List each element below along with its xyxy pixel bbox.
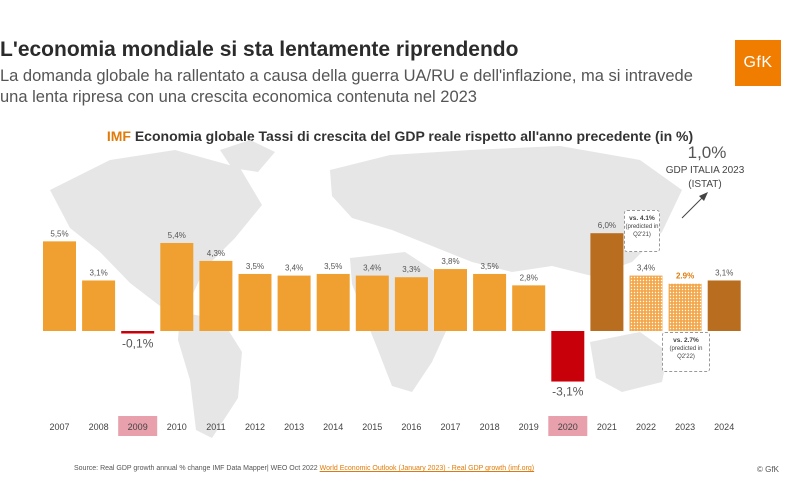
tick-label-2009: 2009 (128, 422, 148, 432)
bar-2020 (551, 331, 585, 382)
bar-2022 (629, 275, 663, 331)
tick-label-2020: 2020 (558, 422, 578, 432)
tick-label-2012: 2012 (245, 422, 265, 432)
italia-gdp-value: 1,0% (687, 143, 727, 162)
value-label-2013: 3,4% (285, 264, 303, 273)
value-label-2019: 2,8% (520, 273, 538, 282)
value-labels-group: 5,5% 3,1% -0,1% 5,4% 4,3% 3,5% 3,4% 3,5% 3,4% 3,3… (50, 221, 733, 398)
italia-gdp-label: GDP ITALIA 2023 (ISTAT) (650, 164, 760, 192)
tick-label-2014: 2014 (323, 422, 343, 432)
bar-2012 (238, 273, 272, 331)
tick-label-2019: 2019 (519, 422, 539, 432)
tick-label-2017: 2017 (440, 422, 460, 432)
bar-2013 (277, 275, 311, 331)
bar-2021 (590, 233, 624, 331)
tick-label-2016: 2016 (401, 422, 421, 432)
chart-title-text: Economia globale Tassi di crescita del G… (134, 128, 694, 144)
tick-labels-group: 2007 2008 2009 2010 2011 2012 2013 2014 2015 2016… (49, 416, 734, 436)
tick-label-2024: 2024 (714, 422, 734, 432)
tick-label-2015: 2015 (362, 422, 382, 432)
value-label-2012: 3,5% (246, 262, 264, 271)
value-label-2009: -0,1% (122, 337, 154, 351)
tick-highlight-2009 (118, 416, 158, 436)
source-text: Source: Real GDP growth annual % change … (74, 465, 320, 472)
gfk-logo: GfK (735, 40, 781, 86)
tick-label-2013: 2013 (284, 422, 304, 432)
tick-label-2007: 2007 (49, 422, 69, 432)
italia-gdp-source: (ISTAT) (688, 179, 722, 190)
bar-2019 (512, 285, 546, 331)
bar-2016 (394, 277, 428, 331)
bar-2017 (434, 269, 467, 331)
annotation-2021-note: (predicted in Q2'21) (625, 224, 659, 238)
chart-title: IMF Economia globale Tassi di crescita d… (0, 128, 800, 144)
bar-2008 (82, 280, 116, 331)
value-label-2015: 3,4% (363, 264, 381, 273)
copyright: © GfK (757, 465, 779, 474)
tick-highlight-2020 (548, 416, 588, 436)
bars-group (43, 233, 741, 382)
page-title: L'economia mondiale si sta lentamente ri… (0, 38, 519, 61)
chart-title-imf: IMF (106, 128, 131, 144)
value-label-2014: 3,5% (324, 262, 342, 271)
tick-label-2022: 2022 (636, 422, 656, 432)
value-label-2022: 3,4% (637, 264, 655, 273)
value-label-2008: 3,1% (89, 268, 107, 277)
tick-label-2011: 2011 (206, 422, 225, 432)
value-label-2024: 3,1% (715, 268, 733, 277)
annotation-2023-vs: vs. 2.7% (673, 337, 699, 344)
tick-label-2023: 2023 (675, 422, 695, 432)
source-note: Source: Real GDP growth annual % change … (74, 465, 534, 472)
value-label-2010: 5,4% (168, 231, 186, 240)
bar-2015 (355, 275, 389, 331)
bar-2011 (199, 260, 233, 331)
bar-2024 (707, 280, 741, 331)
value-label-2018: 3,5% (480, 262, 498, 271)
bar-2009 (121, 331, 155, 334)
tick-label-2010: 2010 (167, 422, 187, 432)
value-label-2023: 2.9% (676, 272, 694, 281)
value-label-2016: 3,3% (402, 265, 420, 274)
bar-2007 (43, 241, 76, 331)
tick-label-2018: 2018 (480, 422, 500, 432)
annotation-2021: vs. 4.1% (predicted in Q2'21) (624, 210, 660, 252)
italia-arrow (681, 192, 708, 219)
annotation-2023-note: (predicted in Q2'22) (669, 346, 703, 360)
annotation-2021-vs: vs. 4.1% (629, 215, 655, 222)
italia-gdp-label-text: GDP ITALIA 2023 (665, 165, 745, 176)
value-label-2020: -3,1% (552, 385, 584, 399)
bar-2018 (473, 273, 507, 331)
tick-label-2008: 2008 (89, 422, 109, 432)
bar-2023 (668, 283, 702, 331)
source-link[interactable]: World Economic Outlook (January 2023) - … (319, 465, 535, 472)
value-label-2017: 3,8% (441, 257, 459, 266)
value-label-2011: 4,3% (207, 249, 225, 258)
value-label-2007: 5,5% (50, 229, 68, 238)
tick-label-2021: 2021 (597, 422, 617, 432)
bar-2010 (160, 242, 194, 331)
value-label-2021: 6,0% (598, 221, 616, 230)
bar-2014 (316, 273, 350, 331)
annotation-2023: vs. 2.7% (predicted in Q2'22) (662, 332, 710, 372)
page-subtitle: La domanda globale ha rallentato a causa… (0, 67, 693, 106)
